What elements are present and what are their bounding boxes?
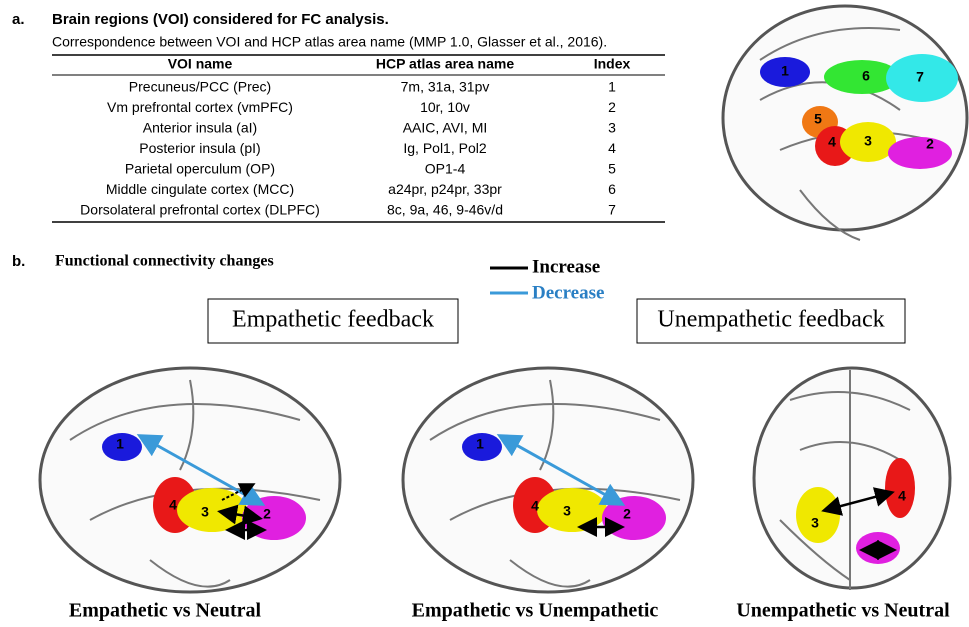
table-cell: Posterior insula (pI) (139, 140, 260, 156)
table-cell: OP1-4 (425, 161, 466, 177)
panel-caption: Empathetic vs Unempathetic (412, 600, 659, 622)
region-label: 2 (263, 506, 271, 522)
region-label: 7 (916, 69, 924, 85)
region-label: 1 (476, 436, 484, 452)
table-cell: Vm prefrontal cortex (vmPFC) (107, 99, 293, 115)
region-label: 2 (926, 136, 934, 152)
legend-label: Decrease (532, 282, 604, 303)
region-label: 1 (781, 63, 789, 79)
table-body: Precuneus/PCC (Prec) 7m, 31a, 31pv 1 Vm pre… (80, 79, 616, 218)
table-cell: 5 (608, 161, 616, 177)
region-label: 1 (116, 436, 124, 452)
region-label: 3 (563, 503, 571, 519)
region-label: 4 (898, 488, 906, 504)
condition-label: Unempathetic feedback (657, 307, 884, 333)
section-title: Brain regions (VOI) considered for FC an… (52, 11, 389, 28)
table-header: HCP atlas area name (376, 56, 514, 72)
table-cell: AAIC, AVI, MI (403, 120, 488, 136)
table-cell: 3 (608, 120, 616, 136)
brain-overview: 1 6 7 5 4 3 2 (723, 6, 967, 240)
section-label: b. (12, 253, 25, 270)
table-cell: Parietal operculum (OP) (125, 161, 275, 177)
region-label: 2 (623, 506, 631, 522)
table-cell: Ig, Pol1, Pol2 (403, 140, 486, 156)
brain-panel: 1 4 3 2 (403, 368, 693, 592)
table-cell: 2 (608, 99, 616, 115)
table-cell: a24pr, p24pr, 33pr (388, 181, 502, 197)
region-label: 4 (169, 497, 177, 513)
panel-caption: Unempathetic vs Neutral (736, 600, 950, 622)
legend-label: Increase (532, 256, 600, 277)
table-cell: 1 (608, 79, 616, 95)
table-cell: 7m, 31a, 31pv (401, 79, 490, 95)
region-label: 4 (531, 498, 539, 514)
table-cell: 8c, 9a, 46, 9-46v/d (387, 202, 503, 218)
section-label: a. (12, 11, 25, 28)
region-label: 3 (201, 504, 209, 520)
section-subtitle: Correspondence between VOI and HCP atlas… (52, 34, 607, 50)
table-cell: 4 (608, 140, 616, 156)
region-label: 2 (876, 539, 884, 555)
region-label: 5 (814, 111, 822, 127)
table-cell: Middle cingulate cortex (MCC) (106, 181, 294, 197)
table-cell: 10r, 10v (420, 99, 470, 115)
table-cell: Dorsolateral prefrontal cortex (DLPFC) (80, 202, 320, 218)
section-title: Functional connectivity changes (55, 253, 274, 270)
panel-caption: Empathetic vs Neutral (69, 600, 262, 622)
brain-panel: 4 3 2 (754, 368, 950, 590)
condition-label: Empathetic feedback (232, 307, 434, 333)
table-cell: Anterior insula (aI) (143, 120, 257, 136)
table-cell: Precuneus/PCC (Prec) (129, 79, 271, 95)
brain-panel: 1 4 3 2 (40, 368, 340, 592)
region-label: 4 (828, 134, 836, 150)
region-label: 3 (864, 133, 872, 149)
table-header: VOI name (168, 56, 233, 72)
table-cell: 7 (608, 202, 616, 218)
table-cell: 6 (608, 181, 616, 197)
figure: a. Brain regions (VOI) considered for FC… (0, 0, 969, 627)
region-label: 3 (811, 515, 819, 531)
table-header: Index (594, 56, 631, 72)
region-label: 6 (862, 68, 870, 84)
